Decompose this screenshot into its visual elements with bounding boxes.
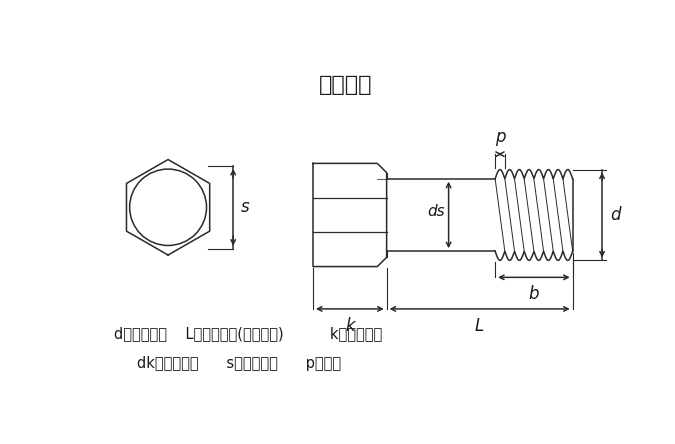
Text: k: k [345, 317, 354, 335]
Text: d: d [610, 206, 620, 224]
Text: d：螺纹直径    L：螺纹长度(不含头部)          k：头部厚度: d：螺纹直径 L：螺纹长度(不含头部) k：头部厚度 [114, 327, 382, 341]
Text: p: p [495, 128, 505, 147]
Text: ds: ds [427, 204, 445, 218]
Text: L: L [475, 317, 484, 335]
Text: s: s [241, 198, 250, 216]
Text: dk：头部直径      s：六角对边      p：螺距: dk：头部直径 s：六角对边 p：螺距 [137, 356, 341, 371]
Text: 产品测量: 产品测量 [319, 75, 373, 95]
Text: b: b [529, 285, 539, 303]
